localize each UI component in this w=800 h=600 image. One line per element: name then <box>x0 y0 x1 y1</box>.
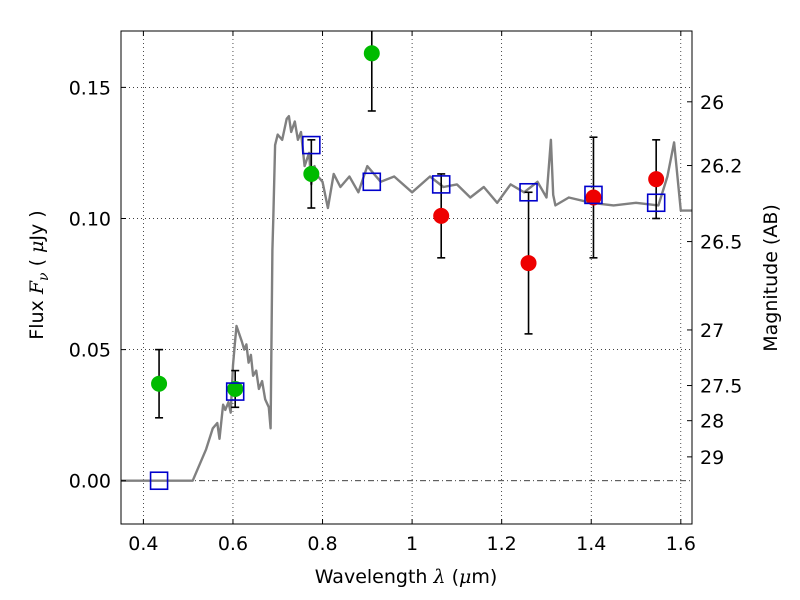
model-flux-square <box>584 185 603 205</box>
model-flux-square <box>149 471 169 491</box>
x-tick-label: 0.6 <box>218 533 248 555</box>
right-tick-label: 26.5 <box>700 232 742 254</box>
x-axis-title: Wavelength λ (μm) <box>315 566 498 588</box>
right-tick-label: 27 <box>700 320 724 342</box>
x-tick-label: 1 <box>406 533 418 555</box>
right-tick-label: 28 <box>700 411 724 433</box>
photometry-points <box>149 45 666 491</box>
detection-red <box>433 207 450 224</box>
x-tick-label: 0.8 <box>307 533 337 555</box>
right-tick-label: 26.2 <box>700 156 742 178</box>
model-spectrum <box>121 114 692 482</box>
y-axis-title: Flux Fν ( μJy ) <box>26 210 52 339</box>
right-tick-label: 27.5 <box>700 376 742 398</box>
model-flux-square <box>225 382 245 401</box>
y-tick-label: 0.00 <box>69 471 111 493</box>
detection-green <box>151 375 168 392</box>
x-tick-label: 1.2 <box>487 533 517 555</box>
model-line <box>121 114 692 482</box>
y-tick-label: 0.15 <box>69 77 111 99</box>
model-flux-square <box>431 175 451 194</box>
axis-ticks: 0.4 0.6 0.8 1 1.2 1.4 1.6 0.00 0.05 0.10 0.15 26 26.… <box>69 31 742 555</box>
detection-green <box>363 45 380 62</box>
error-bars <box>155 31 661 419</box>
detection-green <box>227 380 244 397</box>
right-tick-label: 26 <box>700 92 724 114</box>
x-tick-label: 1.6 <box>666 533 696 555</box>
model-flux-square <box>362 172 382 192</box>
y-tick-label: 0.05 <box>69 340 111 362</box>
y-tick-label: 0.10 <box>69 208 111 230</box>
model-flux-square <box>646 193 666 213</box>
model-flux-square <box>302 135 321 155</box>
model-flux-square <box>519 182 538 202</box>
detection-red <box>520 255 537 272</box>
detection-red <box>648 171 665 188</box>
plot-frame <box>120 30 693 525</box>
right-axis-title: Magnitude (AB) <box>760 204 782 352</box>
detection-red <box>585 189 602 206</box>
detection-green <box>303 165 320 182</box>
right-tick-label: 29 <box>700 447 724 469</box>
x-tick-label: 1.4 <box>576 533 606 555</box>
x-tick-label: 0.4 <box>128 533 158 555</box>
